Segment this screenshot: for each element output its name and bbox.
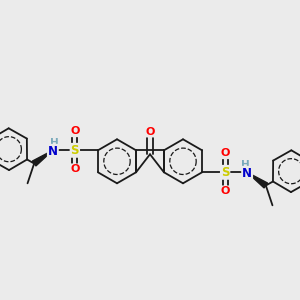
Polygon shape [32,150,53,166]
Text: O: O [220,148,230,158]
Text: S: S [221,166,230,179]
Text: N: N [242,167,252,180]
Text: N: N [48,145,58,158]
Text: H: H [241,160,250,170]
Text: O: O [70,164,80,174]
Text: O: O [220,186,230,196]
Text: S: S [70,144,79,157]
Text: O: O [145,127,155,136]
Text: H: H [50,138,59,148]
Text: O: O [70,126,80,136]
Polygon shape [247,172,268,188]
